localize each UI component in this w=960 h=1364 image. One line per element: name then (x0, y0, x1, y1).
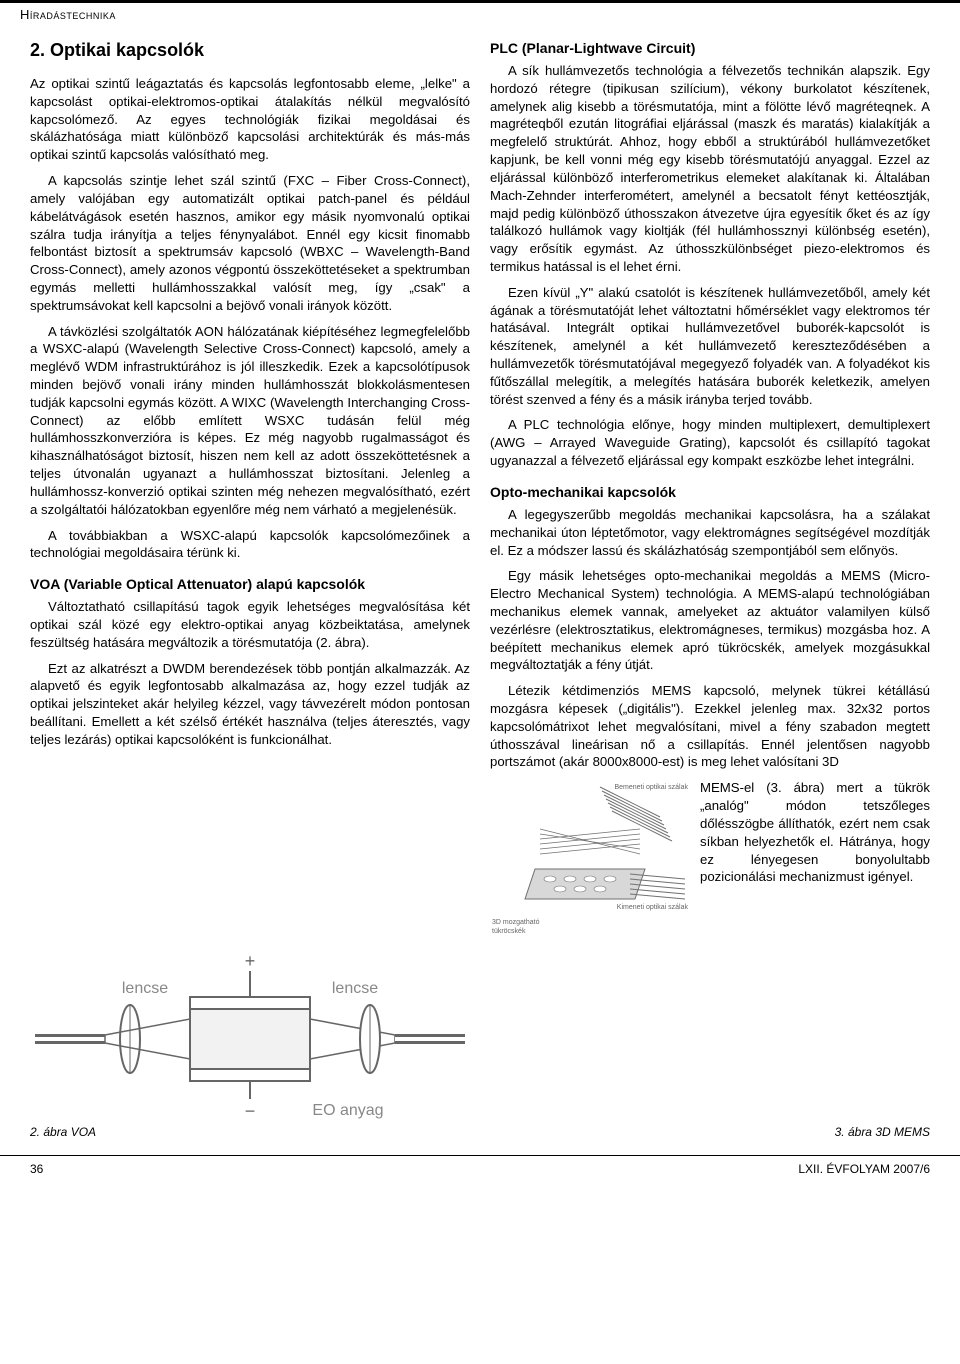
paragraph: Ezt az alkatrészt a DWDM berendezések tö… (30, 660, 470, 749)
paragraph: Egy másik lehetséges opto-mechanikai meg… (490, 567, 930, 674)
paragraph: A távközlési szolgáltatók AON hálózatána… (30, 323, 470, 519)
page: Híradástechnika 2. Optikai kapcsolók Az … (0, 0, 960, 1188)
label-eo: EO anyag (312, 1102, 383, 1119)
opto-heading: Opto-mechanikai kapcsolók (490, 484, 930, 500)
label-tukor-2: tükröcskék (492, 928, 526, 935)
label-lencse-left: lencse (122, 980, 168, 997)
label-bemeneti: Bemeneti optikai szálak (614, 784, 688, 791)
figure-voa: + lencse lencse (30, 949, 470, 1119)
page-footer: 36 LXII. ÉVFOLYAM 2007/6 (0, 1155, 960, 1188)
left-column: 2. Optikai kapcsolók Az optikai szintű l… (30, 40, 470, 939)
figure-2-container: + lencse lencse (30, 949, 470, 1139)
minus-icon: − (245, 1101, 256, 1119)
paragraph: A sík hullámvezetős technológia a félvez… (490, 62, 930, 276)
plus-icon: + (245, 951, 256, 971)
figure-3-caption: 3. ábra 3D MEMS (490, 1125, 930, 1139)
right-column: PLC (Planar-Lightwave Circuit) A sík hul… (490, 40, 930, 939)
paragraph: A továbbiakban a WSXC-alapú kapcsolók ka… (30, 527, 470, 563)
figure-3d-mems: Bemeneti optikai szálak (490, 779, 690, 939)
paragraph: Ezen kívül „Y" alakú csatolót is készíte… (490, 284, 930, 409)
page-number: 36 (30, 1162, 43, 1176)
page-header: Híradástechnika (0, 0, 960, 24)
paragraph: Változtatható csillapítású tagok egyik l… (30, 598, 470, 651)
two-column-layout: 2. Optikai kapcsolók Az optikai szintű l… (0, 40, 960, 939)
figure-3-caption-area: 3. ábra 3D MEMS (490, 1119, 930, 1139)
issue-info: LXII. ÉVFOLYAM 2007/6 (798, 1162, 930, 1176)
figure-2-caption: 2. ábra VOA (30, 1125, 470, 1139)
voa-heading: VOA (Variable Optical Attenuator) alapú … (30, 576, 470, 592)
section-title: 2. Optikai kapcsolók (30, 40, 470, 61)
paragraph: A PLC technológia előnye, hogy minden mu… (490, 416, 930, 469)
label-kimeneti: Kimeneti optikai szálak (617, 904, 689, 911)
header-category: Híradástechnika (0, 7, 960, 22)
paragraph: A kapcsolás szintje lehet szál szintű (F… (30, 172, 470, 315)
paragraph: Létezik kétdimenziós MEMS kapcsoló, mely… (490, 682, 930, 771)
paragraph: A legegyszerűbb megoldás mechanikai kapc… (490, 506, 930, 559)
paragraph: Az optikai szintű leágaztatás és kapcsol… (30, 75, 470, 164)
plc-heading: PLC (Planar-Lightwave Circuit) (490, 40, 930, 56)
label-tukor-1: 3D mozgatható (492, 919, 540, 926)
figure-row: + lencse lencse (0, 949, 960, 1139)
mems-inline-block: Bemeneti optikai szálak (490, 779, 930, 939)
paragraph-continuation: MEMS-el (3. ábra) mert a tükrök „analóg"… (700, 779, 930, 886)
label-lencse-right: lencse (332, 980, 378, 997)
